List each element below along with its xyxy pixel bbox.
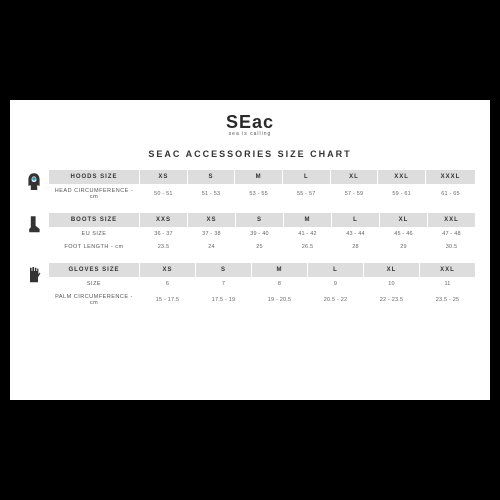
cell: 19 - 20.5 [252,291,307,309]
table-row: SIZE 6 7 8 9 10 11 [49,278,475,290]
size-header: XS [140,170,187,184]
cell: 41 - 42 [284,228,331,240]
table-row: PALM CIRCUMFERENCE - cm 15 - 17.5 17.5 -… [49,291,475,309]
cell: 23.5 - 25 [420,291,475,309]
cell: 6 [140,278,195,290]
cell: 50 - 51 [140,185,187,203]
hoods-table: HOODS SIZE XS S M L XL XXL XXXL HEAD CIR… [48,169,476,204]
size-header: XL [380,213,427,227]
size-header: XXL [428,213,475,227]
boot-icon [24,212,44,236]
gloves-section: GLOVES SIZE XS S M L XL XXL SIZE 6 7 8 9… [24,262,476,310]
row-label: PALM CIRCUMFERENCE - cm [49,291,139,309]
row-label: HEAD CIRCUMFERENCE - cm [49,185,139,203]
cell: 23.5 [140,241,187,253]
cell: 17.5 - 19 [196,291,251,309]
size-header: S [196,263,251,277]
table-header-row: GLOVES SIZE XS S M L XL XXL [49,263,475,277]
cell: 29 [380,241,427,253]
cell: 57 - 59 [331,185,378,203]
hoods-header-label: HOODS SIZE [49,170,139,184]
cell: 36 - 37 [140,228,187,240]
cell: 51 - 53 [188,185,235,203]
cell: 24 [188,241,235,253]
gloves-table: GLOVES SIZE XS S M L XL XXL SIZE 6 7 8 9… [48,262,476,310]
boots-header-label: BOOTS SIZE [49,213,139,227]
cell: 10 [364,278,419,290]
row-label: SIZE [49,278,139,290]
glove-icon [24,262,44,286]
size-header: XL [364,263,419,277]
size-header: XXL [420,263,475,277]
size-header: L [332,213,379,227]
cell: 22 - 23.5 [364,291,419,309]
size-header: M [252,263,307,277]
size-header: M [284,213,331,227]
table-header-row: BOOTS SIZE XXS XS S M L XL XXL [49,213,475,227]
cell: 20.5 - 22 [308,291,363,309]
size-header: L [308,263,363,277]
cell: 43 - 44 [332,228,379,240]
cell: 37 - 38 [188,228,235,240]
size-header: XS [188,213,235,227]
gloves-header-label: GLOVES SIZE [49,263,139,277]
table-row: FOOT LENGTH - cm 23.5 24 25 26.5 28 29 3… [49,241,475,253]
table-row: HEAD CIRCUMFERENCE - cm 50 - 51 51 - 53 … [49,185,475,203]
size-header: L [283,170,330,184]
size-header: M [235,170,282,184]
cell: 30.5 [428,241,475,253]
cell: 11 [420,278,475,290]
size-header: XXXL [426,170,475,184]
brand-logo-text: SEac [226,112,274,133]
boots-section: BOOTS SIZE XXS XS S M L XL XXL EU SIZE 3… [24,212,476,254]
cell: 26.5 [284,241,331,253]
brand-logo-block: SEac sea is calling [226,112,274,137]
cell: 28 [332,241,379,253]
cell: 45 - 46 [380,228,427,240]
cell: 55 - 57 [283,185,330,203]
brand-tagline: sea is calling [226,131,274,137]
row-label: EU SIZE [49,228,139,240]
boots-table: BOOTS SIZE XXS XS S M L XL XXL EU SIZE 3… [48,212,476,254]
size-chart-card: SEac sea is calling SEAC ACCESSORIES SIZ… [10,100,490,400]
size-header: XXL [378,170,425,184]
hoods-section: HOODS SIZE XS S M L XL XXL XXXL HEAD CIR… [24,169,476,204]
row-label: FOOT LENGTH - cm [49,241,139,253]
size-header: S [236,213,283,227]
chart-title: SEAC ACCESSORIES SIZE CHART [148,149,351,159]
size-header: XXS [140,213,187,227]
cell: 15 - 17.5 [140,291,195,309]
cell: 59 - 61 [378,185,425,203]
cell: 47 - 48 [428,228,475,240]
size-header: S [188,170,235,184]
cell: 61 - 65 [426,185,475,203]
cell: 39 - 40 [236,228,283,240]
cell: 8 [252,278,307,290]
cell: 7 [196,278,251,290]
size-header: XL [331,170,378,184]
cell: 9 [308,278,363,290]
table-row: EU SIZE 36 - 37 37 - 38 39 - 40 41 - 42 … [49,228,475,240]
cell: 53 - 55 [235,185,282,203]
hood-icon [24,169,44,193]
cell: 25 [236,241,283,253]
size-header: XS [140,263,195,277]
table-header-row: HOODS SIZE XS S M L XL XXL XXXL [49,170,475,184]
